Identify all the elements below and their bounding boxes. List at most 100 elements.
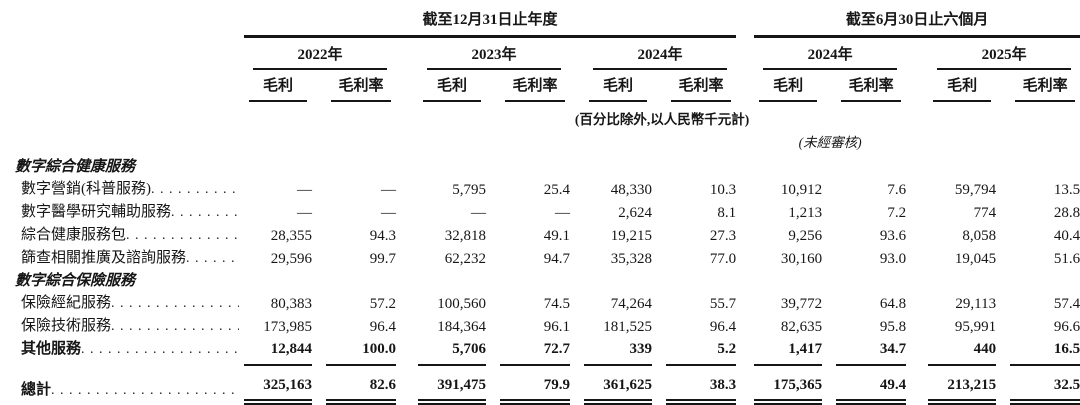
value-cell: 96.1	[543, 319, 570, 335]
value-cell: —	[381, 182, 396, 198]
value-cell: 8.1	[717, 205, 737, 221]
spacer	[996, 365, 1010, 402]
table-row: 保險技術服務 173,985 96.4 184,364 96.1 181,525 96.4 8…	[0, 315, 1080, 338]
spacer	[996, 201, 1010, 224]
value-cell: 1,417	[754, 338, 823, 366]
spacer	[736, 315, 754, 338]
value-cell: 32,818	[444, 228, 486, 244]
value-cell: 7.6	[887, 182, 907, 198]
value-cell: 28,355	[270, 228, 312, 244]
gross-profit-table: 截至12月31日止年度 截至6月30日止六個月 2022年 2023年 2024…	[0, 10, 1080, 405]
spacer	[906, 224, 928, 247]
dot-leader	[111, 292, 239, 315]
year-label-2024-interim: 2024年	[763, 38, 898, 70]
value-cell: 391,475	[418, 365, 486, 405]
value-cell: 184,364	[437, 319, 486, 335]
value-cell: 325,163	[244, 365, 312, 405]
year-row: 2022年 2023年 2024年 2024年 2025年	[0, 37, 1080, 71]
section-row: 數字綜合保險服務	[0, 270, 1080, 292]
period-group-annual: 截至12月31日止年度	[244, 10, 737, 38]
table-row: 保險經紀服務 80,383 57.2 100,560 74.5 74,264 55.7 39,…	[0, 292, 1080, 315]
value-cell: 30,160	[780, 251, 823, 267]
spacer	[486, 247, 500, 270]
value-cell: —	[297, 205, 312, 221]
value-cell: 25.4	[543, 182, 570, 198]
row-label: 數字醫學研究輔助服務	[21, 204, 172, 220]
value-cell: —	[297, 182, 312, 198]
value-cell: 440	[928, 338, 997, 366]
value-cell: 7.2	[887, 205, 907, 221]
spacer	[906, 292, 928, 315]
value-cell: 51.6	[1053, 251, 1080, 267]
row-label-cell: 數字營銷(科普服務)	[0, 178, 244, 201]
spacer	[652, 292, 666, 315]
spacer	[486, 365, 500, 402]
value-cell: 34.7	[836, 338, 907, 366]
value-cell: 95.8	[879, 319, 907, 335]
row-label: 篩查相關推廣及諮詢服務	[21, 250, 187, 266]
spacer	[570, 201, 584, 224]
year-label-2022: 2022年	[253, 38, 387, 70]
spacer	[996, 70, 1010, 102]
value-cell: 100,560	[437, 296, 486, 312]
spacer	[736, 10, 754, 37]
year-label-2025-interim: 2025年	[937, 38, 1072, 70]
value-cell: 49.1	[543, 228, 570, 244]
spacer	[312, 292, 326, 315]
value-cell: 5,706	[418, 338, 486, 366]
spacer	[906, 70, 928, 102]
spacer	[736, 292, 754, 315]
value-cell: 339	[584, 338, 652, 366]
section-header: 數字綜合保險服務	[15, 273, 136, 289]
dot-leader	[81, 338, 239, 361]
spacer	[570, 292, 584, 315]
measure-header-gross-profit-margin: 毛利率	[671, 70, 732, 102]
row-label: 總計	[21, 382, 52, 398]
value-cell: 59,794	[954, 182, 997, 198]
spacer	[486, 224, 500, 247]
spacer	[996, 178, 1010, 201]
table-row: 篩查相關推廣及諮詢服務 29,596 99.7 62,232 94.7 35,328 77.…	[0, 247, 1080, 270]
value-cell: 9,256	[788, 228, 823, 244]
value-cell: 82.6	[326, 365, 396, 405]
spacer	[996, 224, 1010, 247]
spacer	[570, 178, 584, 201]
spacer	[396, 365, 418, 402]
spacer	[652, 365, 666, 402]
value-cell: 94.7	[543, 251, 570, 267]
value-cell: 28.8	[1053, 205, 1080, 221]
measure-header-gross-profit-margin: 毛利率	[331, 70, 391, 102]
row-label-cell: 綜合健康服務包	[0, 224, 244, 247]
value-cell: 77.0	[709, 251, 737, 267]
period-group-interim: 截至6月30日止六個月	[754, 10, 1080, 38]
row-label-cell: 保險技術服務	[0, 315, 244, 338]
value-cell: 10.3	[709, 182, 737, 198]
spacer	[822, 178, 836, 201]
spacer	[822, 247, 836, 270]
spacer	[0, 129, 754, 156]
measure-header-gross-profit: 毛利	[589, 70, 647, 102]
value-cell: 35,328	[610, 251, 652, 267]
spacer	[396, 201, 418, 224]
measure-header-gross-profit-margin: 毛利率	[841, 70, 902, 102]
dot-leader	[51, 379, 239, 402]
value-cell: 38.3	[666, 365, 737, 405]
value-cell: 19,215	[610, 228, 652, 244]
period-group-row: 截至12月31日止年度 截至6月30日止六個月	[0, 10, 1080, 38]
spacer	[570, 70, 584, 102]
spacer	[486, 315, 500, 338]
value-cell: 27.3	[709, 228, 737, 244]
spacer	[486, 178, 500, 201]
measure-header-gross-profit: 毛利	[423, 70, 481, 102]
dot-leader	[126, 224, 239, 247]
spacer	[652, 338, 666, 365]
value-cell: 64.8	[879, 296, 907, 312]
dot-leader	[111, 315, 239, 338]
spacer	[996, 292, 1010, 315]
spacer	[570, 315, 584, 338]
spacer	[570, 37, 584, 71]
value-cell: 62,232	[444, 251, 486, 267]
spacer	[396, 178, 418, 201]
value-cell: —	[471, 205, 486, 221]
